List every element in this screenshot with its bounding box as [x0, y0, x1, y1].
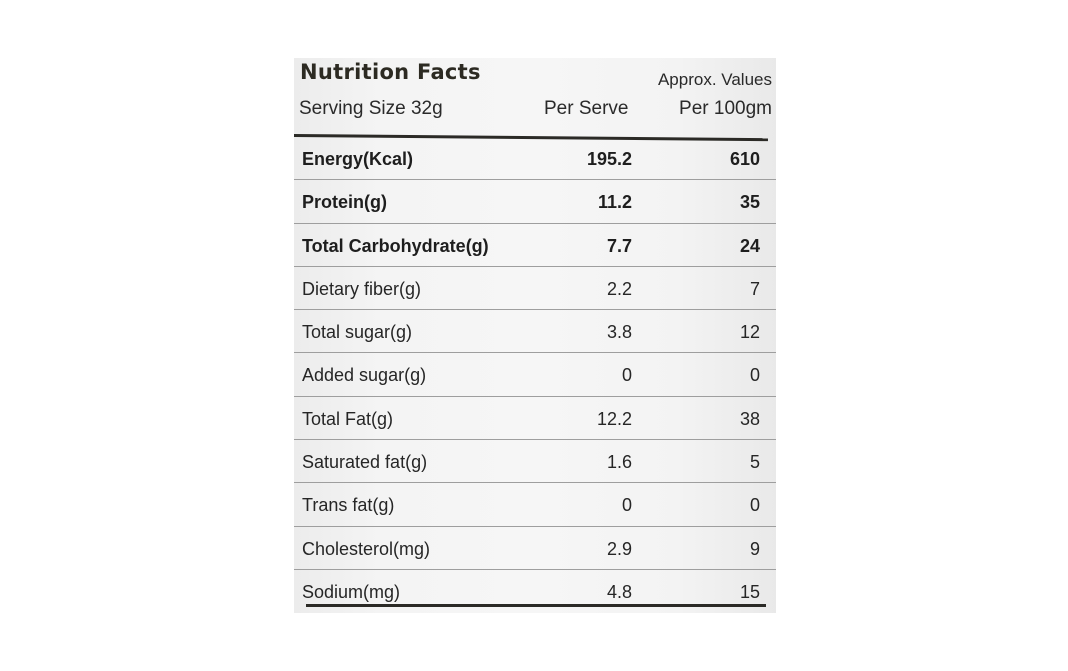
- nutrient-name: Total Carbohydrate(g): [302, 235, 489, 256]
- nutrient-per-serve: 0: [621, 495, 632, 516]
- nutrient-per-serve: 3.8: [606, 322, 632, 343]
- nutrient-row: Protein(g) 11.2 35: [294, 180, 776, 224]
- nutrient-per-100gm: 5: [749, 452, 760, 473]
- nutrient-row: Energy(Kcal) 195.2 610: [294, 137, 776, 181]
- nutrient-per-100gm: 0: [749, 365, 760, 386]
- nutrient-row: Total sugar(g) 3.8 12: [294, 310, 776, 354]
- nutrient-per-100gm: 9: [749, 538, 760, 559]
- nutrient-row: Dietary fiber(g) 2.2 7: [294, 267, 776, 311]
- nutrient-name: Total Fat(g): [302, 408, 394, 429]
- nutrient-name: Sodium(mg): [302, 581, 401, 602]
- nutrient-name: Trans fat(g): [302, 495, 395, 516]
- nutrient-row: Saturated fat(g) 1.6 5: [294, 440, 776, 484]
- column-header-per-serve: Per Serve: [544, 98, 629, 119]
- nutrient-name: Added sugar(g): [302, 365, 427, 386]
- nutrient-row: Cholesterol(mg) 2.9 9: [294, 527, 776, 570]
- column-header-per-100gm: Per 100gm: [679, 98, 772, 119]
- nutrient-row: Added sugar(g) 0 0: [294, 353, 776, 397]
- nutrient-row: Total Fat(g) 12.2 38: [294, 397, 776, 441]
- nutrient-name: Saturated fat(g): [302, 452, 428, 473]
- nutrient-per-100gm: 12: [739, 322, 760, 343]
- nutrient-row: Trans fat(g) 0 0: [294, 483, 776, 527]
- nutrient-table: Energy(Kcal) 195.2 610 Protein(g) 11.2 3…: [294, 137, 776, 612]
- nutrient-per-serve: 2.2: [606, 278, 632, 299]
- nutrient-name: Energy(Kcal): [302, 149, 414, 169]
- nutrient-name: Cholesterol(mg): [302, 538, 431, 559]
- nutrient-per-serve: 0: [621, 365, 632, 386]
- nutrient-per-serve: 195.2: [586, 149, 632, 169]
- nutrient-name: Protein(g): [302, 192, 387, 213]
- label-title: Nutrition Facts: [300, 60, 481, 84]
- nutrient-name: Dietary fiber(g): [302, 278, 422, 299]
- nutrient-row: Sodium(mg) 4.8 15: [294, 570, 776, 612]
- footer-divider: [306, 604, 766, 607]
- nutrient-per-100gm: 610: [729, 149, 760, 169]
- nutrient-row: Total Carbohydrate(g) 7.7 24: [294, 224, 776, 267]
- serving-size: Serving Size 32g: [299, 98, 443, 119]
- nutrient-name: Total sugar(g): [302, 322, 413, 343]
- nutrient-per-serve: 7.7: [606, 235, 632, 256]
- nutrient-per-100gm: 35: [739, 192, 760, 213]
- nutrient-per-100gm: 38: [739, 408, 760, 429]
- nutrient-per-serve: 2.9: [606, 538, 632, 559]
- nutrient-per-serve: 1.6: [606, 452, 632, 473]
- nutrient-per-100gm: 24: [739, 235, 760, 256]
- nutrient-per-serve: 11.2: [597, 192, 632, 213]
- nutrient-per-serve: 4.8: [606, 581, 632, 602]
- nutrient-per-serve: 12.2: [596, 408, 632, 429]
- nutrient-per-100gm: 15: [739, 581, 760, 602]
- approx-values-note: Approx. Values: [657, 70, 772, 89]
- nutrition-facts-label: Nutrition Facts Approx. Values Serving S…: [293, 58, 776, 613]
- nutrient-per-100gm: 7: [749, 278, 760, 299]
- nutrient-per-100gm: 0: [749, 495, 760, 516]
